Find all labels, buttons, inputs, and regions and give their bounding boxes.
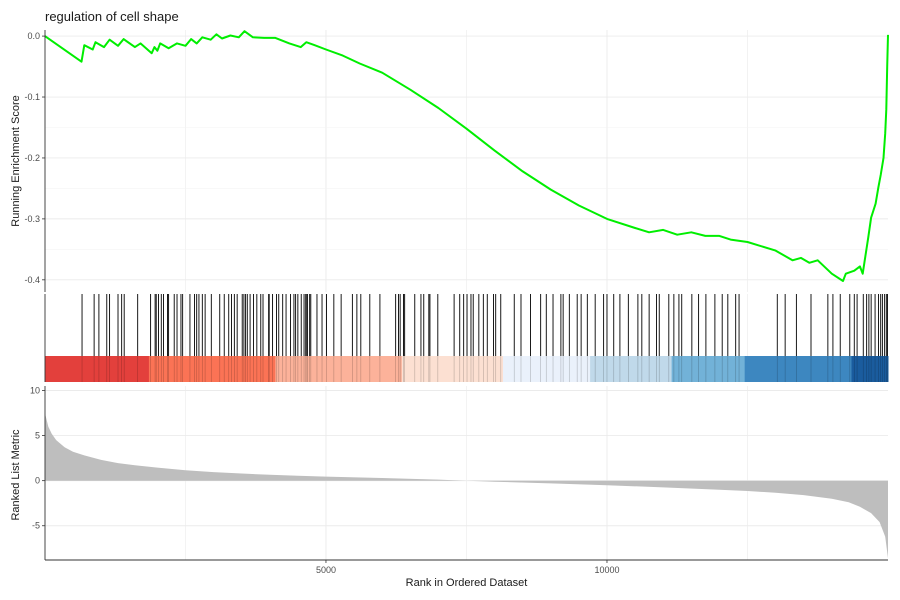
rank-y-axis-title: Ranked List Metric <box>10 429 22 521</box>
es-y-tick-label: -0.3 <box>24 214 40 224</box>
rank-y-tick-label: 10 <box>30 386 40 396</box>
axes: 0.0 -0.1 -0.2 -0.3 -0.4 10 5 0 -5 5000 10000 <box>24 30 888 575</box>
es-line <box>44 30 889 282</box>
rank-color-segment <box>671 356 746 382</box>
ranked-metric-area <box>44 413 888 559</box>
x-axis-title: Rank in Ordered Dataset <box>406 577 528 589</box>
es-y-tick-label: 0.0 <box>27 31 40 41</box>
rank-color-segment <box>851 356 889 382</box>
rank-color-segment <box>148 356 276 382</box>
es-y-tick-label: -0.2 <box>24 153 40 163</box>
x-tick-label: 5000 <box>316 565 336 575</box>
x-tick-label: 10000 <box>594 565 619 575</box>
rank-color-segment <box>275 356 403 382</box>
rank-color-segment <box>503 356 591 382</box>
rank-y-tick-label: 5 <box>35 431 40 441</box>
rank-color-segment <box>44 356 150 382</box>
rank-color-segment <box>744 356 852 382</box>
rank-color-segment <box>401 356 504 382</box>
es-y-tick-label: -0.4 <box>24 275 40 285</box>
gene-hit-panel <box>44 294 889 382</box>
ranked-metric-panel <box>44 413 888 559</box>
es-y-axis-title: Running Enrichment Score <box>10 95 22 226</box>
es-y-tick-label: -0.1 <box>24 92 40 102</box>
rank-y-tick-label: -5 <box>32 521 40 531</box>
enrichment-score-panel <box>44 30 889 282</box>
rank-y-tick-label: 0 <box>35 476 40 486</box>
chart-title: regulation of cell shape <box>45 9 179 24</box>
rank-color-segment <box>590 356 673 382</box>
